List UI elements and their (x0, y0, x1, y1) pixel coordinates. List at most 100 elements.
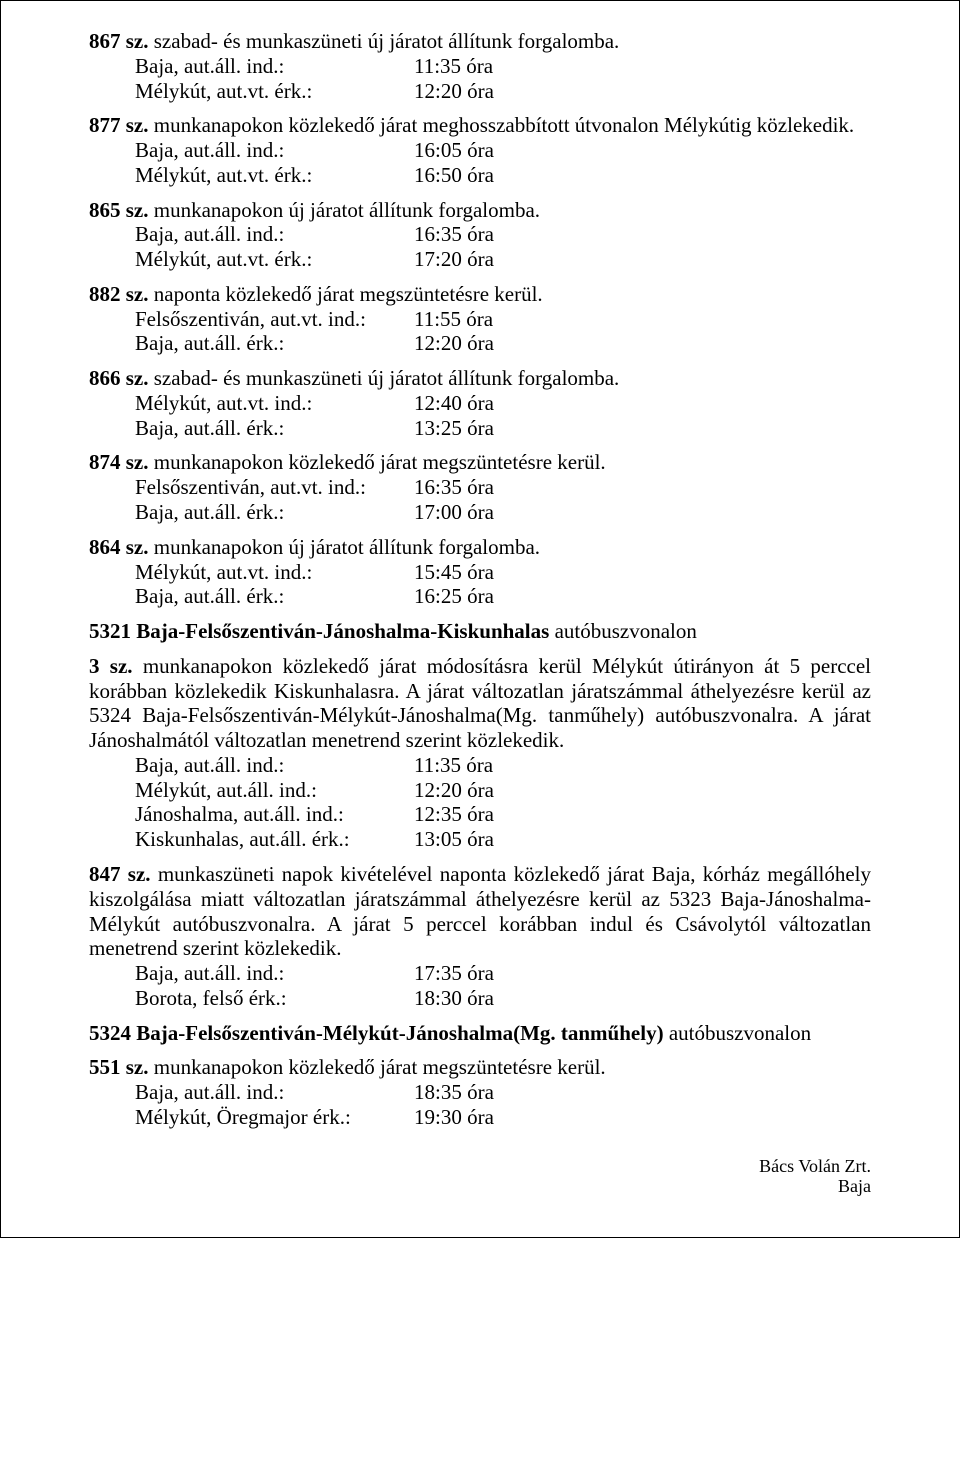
text: munkanapokon új járatot állítunk forgalo… (149, 198, 541, 222)
row-label: Baja, aut.áll. érk.: (89, 331, 414, 356)
entry-header: 865 sz. munkanapokon új járatot állítunk… (89, 198, 871, 223)
data-row: Baja, aut.áll. érk.:13:25 óra (89, 416, 871, 441)
row-label: Kiskunhalas, aut.áll. érk.: (89, 827, 414, 852)
text: munkaszüneti napok kivételével naponta k… (89, 862, 871, 960)
bold-text: 882 sz. (89, 282, 149, 306)
footer: Bács Volán Zrt. Baja (89, 1156, 871, 1197)
row-label: Baja, aut.áll. ind.: (89, 961, 414, 986)
text: autóbuszvonalon (549, 619, 697, 643)
row-value: 16:25 óra (414, 584, 494, 609)
entry: 874 sz. munkanapokon közlekedő járat meg… (89, 450, 871, 524)
row-label: Mélykút, aut.vt. érk.: (89, 163, 414, 188)
text: munkanapokon közlekedő járat megszünteté… (149, 1055, 606, 1079)
footer-line2: Baja (838, 1176, 871, 1196)
row-label: Mélykút, Öregmajor érk.: (89, 1105, 414, 1130)
entry: 877 sz. munkanapokon közlekedő járat meg… (89, 113, 871, 187)
data-row: Mélykút, aut.vt. ind.:15:45 óra (89, 560, 871, 585)
bold-text: 877 sz. (89, 113, 149, 137)
data-row: Mélykút, aut.vt. ind.:12:40 óra (89, 391, 871, 416)
row-value: 12:20 óra (414, 331, 494, 356)
bold-text: 3 sz. (89, 654, 133, 678)
data-row: Mélykút, Öregmajor érk.:19:30 óra (89, 1105, 871, 1130)
bold-text: 866 sz. (89, 366, 149, 390)
section-title-5324: 5324 Baja-Felsőszentiván-Mélykút-Jánosha… (89, 1021, 871, 1046)
entry: 882 sz. naponta közlekedő járat megszünt… (89, 282, 871, 356)
data-row: Baja, aut.áll. érk.:16:25 óra (89, 584, 871, 609)
bold-text: 551 sz. (89, 1055, 149, 1079)
row-label: Mélykút, aut.vt. érk.: (89, 247, 414, 272)
entry-header: 864 sz. munkanapokon új járatot állítunk… (89, 535, 871, 560)
row-label: Mélykút, aut.vt. ind.: (89, 560, 414, 585)
row-label: Borota, felső érk.: (89, 986, 414, 1011)
text: munkanapokon közlekedő járat módosításra… (89, 654, 871, 752)
row-value: 18:35 óra (414, 1080, 494, 1105)
data-row: Baja, aut.áll. ind.:16:05 óra (89, 138, 871, 163)
row-label: Felsőszentiván, aut.vt. ind.: (89, 475, 414, 500)
bold-text: 847 sz. (89, 862, 151, 886)
bold-text: 5321 Baja-Felsőszentiván-Jánoshalma-Kisk… (89, 619, 549, 643)
entry: 866 sz. szabad- és munkaszüneti új járat… (89, 366, 871, 440)
row-label: Baja, aut.áll. ind.: (89, 753, 414, 778)
paragraph-block-3sz: 3 sz. munkanapokon közlekedő járat módos… (89, 654, 871, 852)
row-value: 16:50 óra (414, 163, 494, 188)
data-row: Felsőszentiván, aut.vt. ind.:11:55 óra (89, 307, 871, 332)
paragraph-text: 3 sz. munkanapokon közlekedő járat módos… (89, 654, 871, 753)
data-row: Jánoshalma, aut.áll. ind.:12:35 óra (89, 802, 871, 827)
row-label: Mélykút, aut.vt. érk.: (89, 79, 414, 104)
entry-header: 867 sz. szabad- és munkaszüneti új járat… (89, 29, 871, 54)
row-value: 17:00 óra (414, 500, 494, 525)
text: szabad- és munkaszüneti új járatot állít… (149, 29, 620, 53)
row-value: 12:20 óra (414, 778, 494, 803)
text: munkanapokon közlekedő járat megszünteté… (149, 450, 606, 474)
paragraph-block-551sz: 551 sz. munkanapokon közlekedő járat meg… (89, 1055, 871, 1129)
entry-header: 877 sz. munkanapokon közlekedő járat meg… (89, 113, 871, 138)
entry-header: 882 sz. naponta közlekedő járat megszünt… (89, 282, 871, 307)
row-value: 11:35 óra (414, 753, 493, 778)
entry: 865 sz. munkanapokon új járatot állítunk… (89, 198, 871, 272)
data-row: Baja, aut.áll. érk.:17:00 óra (89, 500, 871, 525)
paragraph-text: 551 sz. munkanapokon közlekedő járat meg… (89, 1055, 871, 1080)
row-label: Baja, aut.áll. ind.: (89, 138, 414, 163)
row-value: 12:40 óra (414, 391, 494, 416)
row-value: 16:05 óra (414, 138, 494, 163)
data-row: Kiskunhalas, aut.áll. érk.:13:05 óra (89, 827, 871, 852)
row-value: 15:45 óra (414, 560, 494, 585)
data-row: Baja, aut.áll. ind.:16:35 óra (89, 222, 871, 247)
row-label: Baja, aut.áll. ind.: (89, 54, 414, 79)
data-row: Mélykút, aut.vt. érk.:12:20 óra (89, 79, 871, 104)
data-row: Baja, aut.áll. érk.:12:20 óra (89, 331, 871, 356)
row-value: 11:55 óra (414, 307, 493, 332)
entries-container: 867 sz. szabad- és munkaszüneti új járat… (89, 29, 871, 609)
entry: 864 sz. munkanapokon új járatot állítunk… (89, 535, 871, 609)
bold-text: 867 sz. (89, 29, 149, 53)
row-label: Baja, aut.áll. érk.: (89, 416, 414, 441)
paragraph-rows: Baja, aut.áll. ind.:18:35 óraMélykút, Ör… (89, 1080, 871, 1130)
bold-text: 864 sz. (89, 535, 149, 559)
data-row: Felsőszentiván, aut.vt. ind.:16:35 óra (89, 475, 871, 500)
row-label: Baja, aut.áll. ind.: (89, 222, 414, 247)
entry: 867 sz. szabad- és munkaszüneti új járat… (89, 29, 871, 103)
data-row: Baja, aut.áll. ind.:11:35 óra (89, 753, 871, 778)
paragraph-block-847sz: 847 sz. munkaszüneti napok kivételével n… (89, 862, 871, 1011)
text: szabad- és munkaszüneti új járatot állít… (149, 366, 620, 390)
paragraph-rows: Baja, aut.áll. ind.:17:35 óraBorota, fel… (89, 961, 871, 1011)
row-label: Felsőszentiván, aut.vt. ind.: (89, 307, 414, 332)
row-value: 18:30 óra (414, 986, 494, 1011)
row-label: Baja, aut.áll. ind.: (89, 1080, 414, 1105)
row-value: 12:35 óra (414, 802, 494, 827)
data-row: Mélykút, aut.vt. érk.:16:50 óra (89, 163, 871, 188)
text: autóbuszvonalon (664, 1021, 812, 1045)
row-value: 13:05 óra (414, 827, 494, 852)
row-value: 13:25 óra (414, 416, 494, 441)
data-row: Mélykút, aut.áll. ind.:12:20 óra (89, 778, 871, 803)
document-page: 867 sz. szabad- és munkaszüneti új járat… (0, 0, 960, 1238)
row-value: 12:20 óra (414, 79, 494, 104)
row-label: Mélykút, aut.vt. ind.: (89, 391, 414, 416)
data-row: Baja, aut.áll. ind.:18:35 óra (89, 1080, 871, 1105)
data-row: Borota, felső érk.:18:30 óra (89, 986, 871, 1011)
bold-text: 874 sz. (89, 450, 149, 474)
entry-header: 874 sz. munkanapokon közlekedő járat meg… (89, 450, 871, 475)
data-row: Baja, aut.áll. ind.:17:35 óra (89, 961, 871, 986)
data-row: Baja, aut.áll. ind.:11:35 óra (89, 54, 871, 79)
row-label: Baja, aut.áll. érk.: (89, 584, 414, 609)
